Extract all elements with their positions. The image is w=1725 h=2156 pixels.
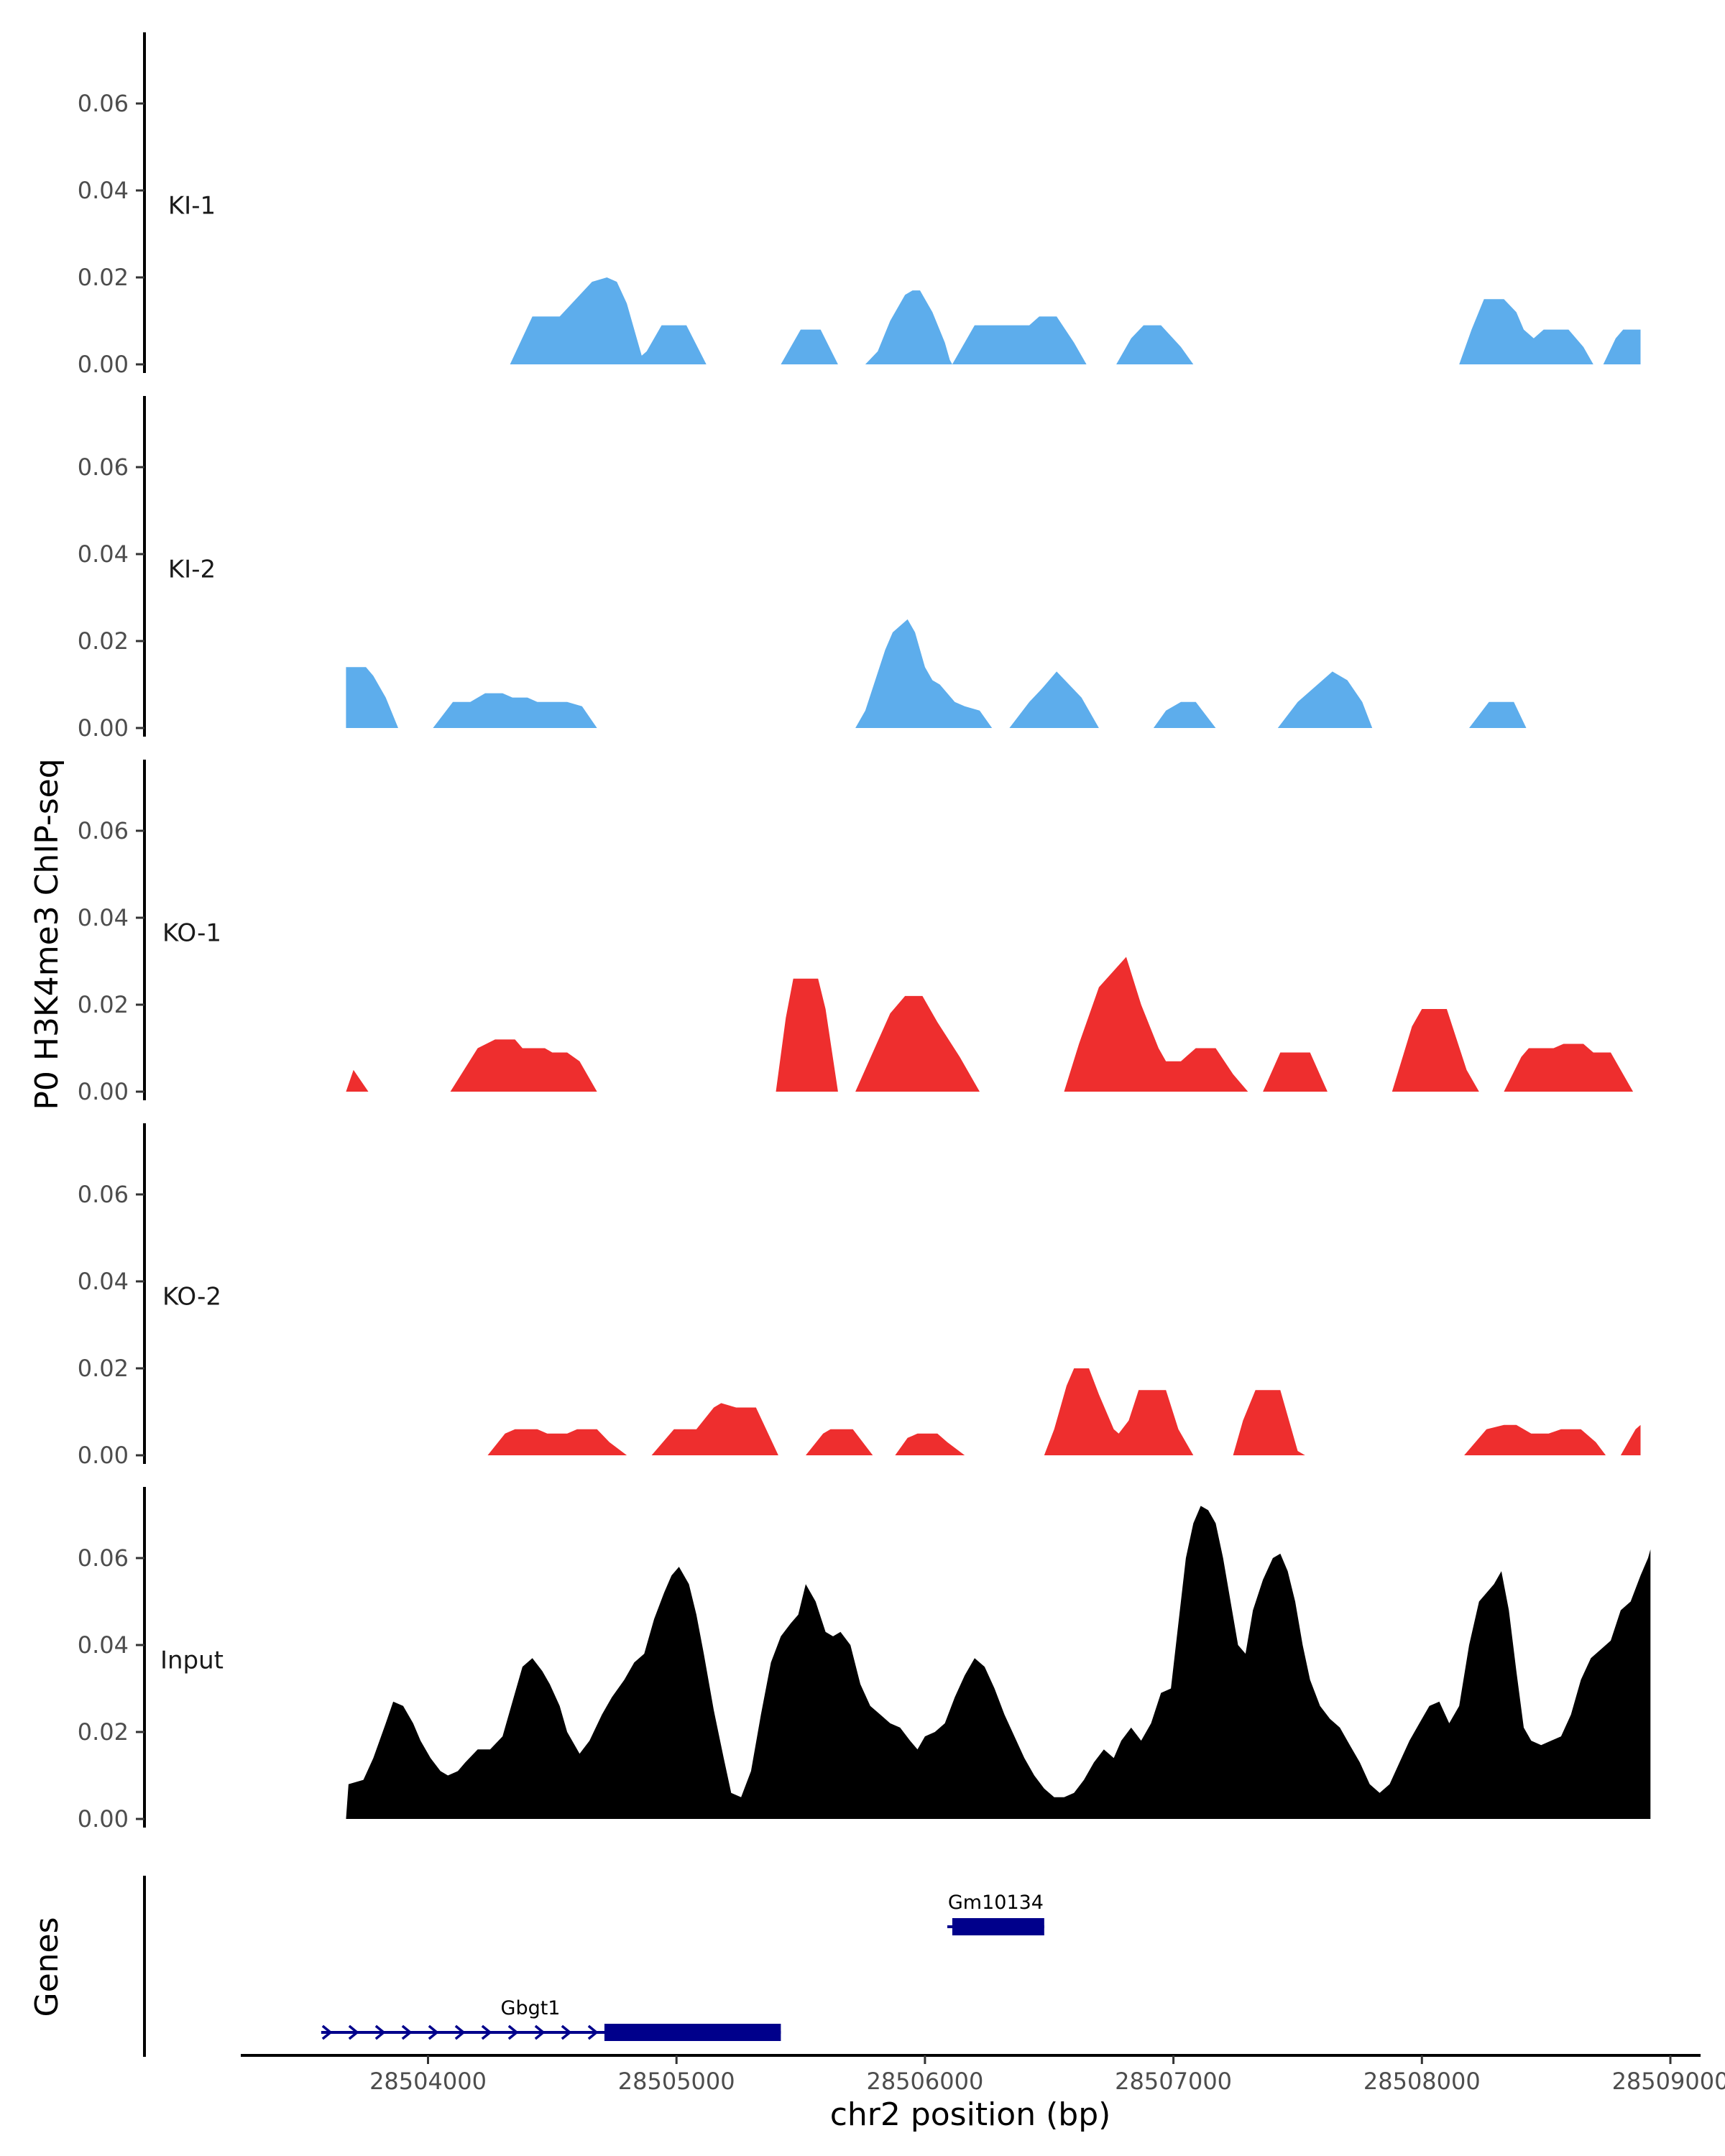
y-tick-label-ki-2-1: 0.02 xyxy=(78,627,129,655)
gene-label-gm10134: Gm10134 xyxy=(948,1892,1044,1914)
coverage-area-ko-2 xyxy=(487,1368,1641,1455)
gene-gbgt1: Gbgt1 xyxy=(321,1997,781,2041)
x-tick-label-1: 28505000 xyxy=(618,2068,735,2095)
strand-arrow-gbgt1 xyxy=(374,2024,386,2040)
strand-arrow-gbgt1 xyxy=(561,2024,572,2040)
y-tick-label-ko-2-1: 0.02 xyxy=(78,1355,129,1382)
gene-label-gbgt1: Gbgt1 xyxy=(501,1997,561,2019)
strand-arrow-gbgt1 xyxy=(587,2024,599,2040)
coverage-tracks: 0.00 0.02 0.04 0.06 KI-1 0.00 0.02 0.04 0.06 KI-2… xyxy=(78,32,1651,1833)
coverage-area-ko-1 xyxy=(346,957,1636,1092)
y-tick-label-input-1: 0.02 xyxy=(78,1718,129,1746)
y-tick-label-input-2: 0.04 xyxy=(78,1631,129,1659)
x-tick-label-3: 28507000 xyxy=(1115,2068,1232,2095)
track-ko-2: 0.00 0.02 0.04 0.06 KO-2 xyxy=(78,1123,1641,1469)
track-label-ki-1: KI-1 xyxy=(168,192,216,221)
track-ko-1: 0.00 0.02 0.04 0.06 KO-1 xyxy=(78,760,1636,1105)
gene-exon-gm10134 xyxy=(952,1918,1044,1935)
track-input: 0.00 0.02 0.04 0.06 Input xyxy=(78,1487,1651,1833)
coverage-area-ki-2 xyxy=(346,619,1537,728)
y-tick-label-ko-1-3: 0.06 xyxy=(78,817,129,844)
track-label-ki-2: KI-2 xyxy=(168,556,216,584)
y-tick-label-ko-2-0: 0.00 xyxy=(78,1442,129,1469)
gene-gm10134: Gm10134 xyxy=(947,1892,1044,1935)
x-tick-label-5: 28509000 xyxy=(1612,2068,1725,2095)
track-ki-2: 0.00 0.02 0.04 0.06 KI-2 xyxy=(78,396,1537,742)
y-tick-label-ko-2-2: 0.04 xyxy=(78,1268,129,1295)
track-label-ko-2: KO-2 xyxy=(162,1283,221,1312)
y-tick-label-ki-1-3: 0.06 xyxy=(78,90,129,117)
strand-arrow-gbgt1 xyxy=(348,2024,359,2040)
y-tick-label-input-0: 0.00 xyxy=(78,1805,129,1833)
coverage-area-ki-1 xyxy=(510,277,1641,364)
x-tick-label-0: 28504000 xyxy=(369,2068,487,2095)
y-axis-title: P0 H3K4me3 ChIP-seq xyxy=(29,758,65,1110)
strand-arrow-gbgt1 xyxy=(321,2024,333,2040)
strand-arrow-gbgt1 xyxy=(428,2024,439,2040)
y-tick-label-ki-2-2: 0.04 xyxy=(78,540,129,568)
strand-arrow-gbgt1 xyxy=(454,2024,466,2040)
y-tick-label-ko-2-3: 0.06 xyxy=(78,1181,129,1208)
strand-arrow-gbgt1 xyxy=(481,2024,492,2040)
track-ki-1: 0.00 0.02 0.04 0.06 KI-1 xyxy=(78,32,1641,378)
y-tick-label-ki-2-3: 0.06 xyxy=(78,453,129,481)
strand-arrow-gbgt1 xyxy=(507,2024,519,2040)
y-tick-label-ko-1-1: 0.02 xyxy=(78,991,129,1018)
x-tick-label-2: 28506000 xyxy=(866,2068,983,2095)
gene-exon-gbgt1 xyxy=(604,2024,781,2041)
coverage-area-input xyxy=(346,1506,1651,1819)
y-tick-label-ko-1-2: 0.04 xyxy=(78,904,129,931)
track-label-ko-1: KO-1 xyxy=(162,919,221,948)
y-tick-label-ki-1-0: 0.00 xyxy=(78,351,129,378)
y-tick-label-input-3: 0.06 xyxy=(78,1544,129,1572)
strand-arrow-gbgt1 xyxy=(401,2024,413,2040)
y-tick-label-ki-1-1: 0.02 xyxy=(78,264,129,291)
x-tick-label-4: 28508000 xyxy=(1363,2068,1481,2095)
x-axis: 28504000 28505000 28506000 28507000 28508000… xyxy=(241,2054,1725,2095)
y-tick-label-ko-1-0: 0.00 xyxy=(78,1078,129,1105)
y-tick-label-ki-2-0: 0.00 xyxy=(78,714,129,742)
strand-arrow-gbgt1 xyxy=(534,2024,546,2040)
genes-axis-title: Genes xyxy=(29,1917,65,2017)
y-tick-label-ki-1-2: 0.04 xyxy=(78,177,129,204)
genes-panel: Genes Gm10134 Gbgt1 xyxy=(29,1876,1044,2057)
x-axis-title: chr2 position (bp) xyxy=(830,2096,1111,2133)
track-label-input: Input xyxy=(160,1646,224,1675)
